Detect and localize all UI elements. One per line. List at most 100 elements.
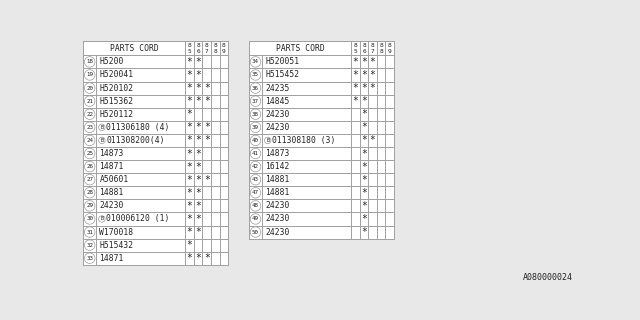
Bar — [194, 68, 202, 82]
Bar — [360, 226, 368, 239]
Text: H520112: H520112 — [99, 110, 134, 119]
Text: *: * — [195, 83, 201, 93]
Bar — [249, 121, 262, 134]
Text: 50: 50 — [252, 229, 259, 235]
Text: *: * — [187, 83, 193, 93]
Text: *: * — [187, 109, 193, 119]
Bar — [351, 108, 360, 121]
Bar — [202, 186, 211, 199]
Bar — [360, 186, 368, 199]
Bar — [83, 173, 96, 186]
Text: H5200: H5200 — [99, 57, 124, 66]
Bar — [360, 212, 368, 226]
Bar — [360, 82, 368, 95]
Bar — [377, 212, 385, 226]
Text: 14881: 14881 — [265, 175, 290, 184]
Bar — [194, 134, 202, 147]
Bar — [186, 239, 194, 252]
Text: 38: 38 — [252, 112, 259, 117]
Bar — [202, 239, 211, 252]
Bar — [211, 82, 220, 95]
Bar — [220, 134, 228, 147]
Bar — [377, 160, 385, 173]
Text: 24230: 24230 — [265, 214, 290, 223]
Text: 41: 41 — [252, 151, 259, 156]
Bar — [377, 55, 385, 68]
Bar — [249, 108, 262, 121]
Text: 011308200(4): 011308200(4) — [106, 136, 164, 145]
Bar — [262, 55, 351, 68]
Bar — [351, 95, 360, 108]
Bar — [249, 55, 262, 68]
Circle shape — [84, 83, 95, 93]
Text: 49: 49 — [252, 216, 259, 221]
Bar — [186, 212, 194, 226]
Text: 010006120 (1): 010006120 (1) — [106, 214, 170, 223]
Bar — [360, 173, 368, 186]
Bar — [96, 95, 186, 108]
Text: 29: 29 — [86, 204, 93, 208]
Circle shape — [250, 174, 261, 185]
Text: *: * — [370, 57, 376, 67]
Text: *: * — [361, 162, 367, 172]
Text: 16142: 16142 — [265, 162, 290, 171]
Circle shape — [84, 253, 95, 263]
Bar — [202, 121, 211, 134]
Bar — [262, 160, 351, 173]
Text: 14845: 14845 — [265, 97, 290, 106]
Circle shape — [84, 214, 95, 224]
Bar — [83, 42, 228, 265]
Text: H520102: H520102 — [99, 84, 134, 92]
Bar — [368, 42, 377, 55]
Text: *: * — [361, 214, 367, 224]
Text: 14873: 14873 — [265, 149, 290, 158]
Bar — [249, 95, 262, 108]
Text: *: * — [195, 96, 201, 106]
Text: *: * — [187, 188, 193, 198]
Text: *: * — [361, 83, 367, 93]
Text: *: * — [204, 135, 210, 145]
Bar — [262, 147, 351, 160]
Bar — [211, 134, 220, 147]
Bar — [194, 239, 202, 252]
Bar — [202, 173, 211, 186]
Bar — [385, 199, 394, 212]
Bar — [220, 108, 228, 121]
Bar — [220, 82, 228, 95]
Bar — [377, 186, 385, 199]
Bar — [377, 226, 385, 239]
Bar — [249, 42, 351, 55]
Bar — [249, 147, 262, 160]
Circle shape — [250, 122, 261, 132]
Bar — [351, 199, 360, 212]
Text: *: * — [195, 214, 201, 224]
Circle shape — [250, 161, 261, 172]
Text: *: * — [204, 96, 210, 106]
Bar — [262, 95, 351, 108]
Text: 24235: 24235 — [265, 84, 290, 92]
Text: 30: 30 — [86, 216, 93, 221]
Bar — [83, 239, 96, 252]
Bar — [360, 55, 368, 68]
Text: 19: 19 — [86, 72, 93, 77]
Text: 8: 8 — [188, 44, 191, 48]
Text: *: * — [187, 175, 193, 185]
Bar — [211, 173, 220, 186]
Bar — [249, 212, 262, 226]
Bar — [360, 147, 368, 160]
Bar — [360, 134, 368, 147]
Bar — [211, 42, 220, 55]
Circle shape — [250, 227, 261, 237]
Text: PARTS CORD: PARTS CORD — [110, 44, 159, 53]
Circle shape — [250, 57, 261, 67]
Text: *: * — [195, 70, 201, 80]
Bar — [83, 212, 96, 226]
Bar — [202, 252, 211, 265]
Bar — [368, 147, 377, 160]
Bar — [194, 186, 202, 199]
Text: 5: 5 — [188, 49, 191, 54]
Bar — [360, 42, 368, 55]
Circle shape — [84, 109, 95, 119]
Bar — [83, 121, 96, 134]
Text: *: * — [204, 175, 210, 185]
